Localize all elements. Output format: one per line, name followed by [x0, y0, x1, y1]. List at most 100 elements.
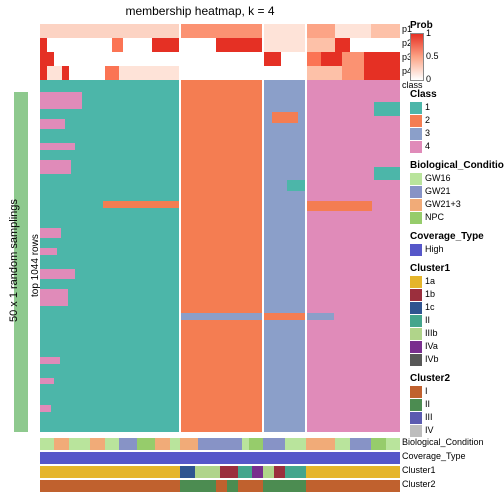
- cell: [350, 438, 372, 450]
- bottom-track-label: Cluster2: [402, 479, 436, 489]
- cell: [238, 466, 252, 478]
- top-track-p1: [40, 24, 400, 38]
- cell: [69, 66, 105, 80]
- legend-swatch: [410, 289, 422, 301]
- col-gap: [179, 24, 181, 432]
- cell: [263, 24, 306, 38]
- cell: [40, 80, 180, 92]
- cell: [263, 52, 281, 66]
- cell: [112, 38, 123, 52]
- legend-swatch: [410, 212, 422, 224]
- legend-tick: 1: [426, 28, 431, 38]
- legend-label: High: [425, 244, 444, 254]
- cell: [242, 438, 249, 450]
- cell: [263, 466, 274, 478]
- bottom-track-label: Cluster1: [402, 465, 436, 475]
- stripe: [180, 313, 263, 320]
- legend-swatch: [410, 354, 422, 366]
- legend-swatch: [410, 276, 422, 288]
- legend-swatch: [410, 186, 422, 198]
- cell: [40, 38, 47, 52]
- cell: [180, 38, 216, 52]
- legend-title: Coverage_Type: [410, 231, 484, 242]
- cell: [170, 438, 181, 450]
- cell: [306, 52, 320, 66]
- cell: [335, 24, 371, 38]
- bottom-track-Cluster1: [40, 466, 400, 478]
- stripe: [40, 119, 65, 129]
- bottom-track-Biological_Condition: [40, 438, 400, 450]
- legend-swatch: [410, 141, 422, 153]
- cell: [274, 466, 285, 478]
- cell: [40, 52, 54, 66]
- body-col-1: [180, 92, 263, 432]
- top-track-p3: [40, 52, 400, 66]
- chart-title: membership heatmap, k = 4: [0, 4, 400, 18]
- cell: [263, 38, 306, 52]
- legend-swatch: [410, 102, 422, 114]
- cell: [263, 80, 306, 92]
- cell: [54, 52, 180, 66]
- body-col-3: [306, 92, 400, 432]
- cell: [40, 466, 180, 478]
- cell: [216, 480, 227, 492]
- legend-swatch: [410, 199, 422, 211]
- cell: [306, 480, 400, 492]
- y-label-outer: 50 x 1 random samplings: [8, 202, 20, 322]
- cell: [47, 66, 61, 80]
- legend-title: Class: [410, 89, 437, 100]
- legend-swatch: [410, 399, 422, 411]
- cell: [306, 438, 335, 450]
- cell: [335, 438, 349, 450]
- cell: [342, 66, 364, 80]
- cell: [40, 66, 47, 80]
- legend-title: Cluster1: [410, 263, 450, 274]
- stripe: [287, 180, 306, 190]
- cell: [386, 438, 400, 450]
- stripe: [40, 269, 75, 279]
- cell: [155, 438, 169, 450]
- body-col-2: [263, 92, 306, 432]
- cell: [152, 38, 181, 52]
- cell: [263, 438, 285, 450]
- stripe: [374, 102, 400, 116]
- legend-label: IVb: [425, 354, 439, 364]
- cell: [350, 38, 400, 52]
- legend-colorbar: [410, 33, 424, 81]
- legend-swatch: [410, 341, 422, 353]
- cell: [285, 466, 307, 478]
- stripe: [272, 112, 298, 122]
- legend-label: IIIb: [425, 328, 438, 338]
- legend-swatch: [410, 115, 422, 127]
- cell: [69, 438, 91, 450]
- top-track-p2: [40, 38, 400, 52]
- legend-label: GW16: [425, 173, 451, 183]
- legend-tick: 0: [426, 74, 431, 84]
- legend-title: Cluster2: [410, 373, 450, 384]
- legend-label: IVa: [425, 341, 438, 351]
- stripe: [40, 228, 61, 238]
- legend-label: NPC: [425, 212, 444, 222]
- cell: [105, 66, 119, 80]
- legend-swatch: [410, 173, 422, 185]
- legend-label: 1a: [425, 276, 435, 286]
- cell: [180, 480, 216, 492]
- cell: [180, 438, 198, 450]
- stripe: [40, 289, 68, 306]
- top-track-p4: [40, 66, 400, 80]
- cell: [238, 480, 263, 492]
- cell: [306, 66, 342, 80]
- cell: [62, 66, 69, 80]
- cell: [220, 466, 238, 478]
- cell: [252, 466, 263, 478]
- cell: [306, 80, 400, 92]
- bottom-track-label: Biological_Condition: [402, 437, 484, 447]
- cell: [54, 438, 68, 450]
- legend-swatch: [410, 128, 422, 140]
- cell: [216, 38, 263, 52]
- cell: [90, 438, 104, 450]
- stripe: [40, 160, 71, 174]
- stripe: [103, 201, 180, 208]
- legend-swatch: [410, 302, 422, 314]
- cell: [180, 24, 263, 38]
